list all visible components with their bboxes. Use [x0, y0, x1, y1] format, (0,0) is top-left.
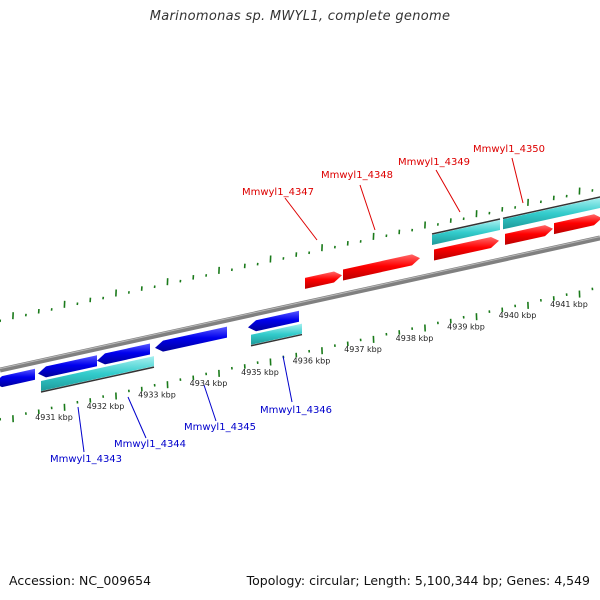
accession-text: Accession: NC_009654: [9, 573, 152, 588]
gene-label: Mmwyl1_4343: [50, 454, 122, 465]
forward-cds-arrow: [434, 237, 499, 261]
scale-labels: 4931 kbp 4932 kbp 4933 kbp 4934 kbp 4935 kbp…: [35, 300, 588, 422]
reverse-cds-arrow: [0, 368, 35, 388]
label-leader-line: [282, 355, 293, 403]
scale-label: 4931 kbp: [35, 413, 73, 422]
scale-label: 4936 kbp: [293, 356, 331, 365]
upper-tick-ring: [0, 187, 594, 323]
scale-label: 4934 kbp: [190, 379, 228, 388]
label-leader-line: [359, 184, 376, 231]
gene-label: Mmwyl1_4344: [114, 439, 186, 450]
gene-bar-edge: [250, 333, 303, 347]
gene-bar-edge: [40, 366, 155, 393]
gene-label: Mmwyl1_4346: [260, 405, 332, 416]
genome-summary-text: Topology: circular; Length: 5,100,344 bp…: [246, 573, 590, 588]
lower-tick-ring: [0, 287, 594, 423]
gene-label: Mmwyl1_4350: [473, 144, 545, 155]
scale-label: 4933 kbp: [138, 390, 176, 399]
label-leader-line: [127, 396, 147, 439]
scale-label: 4935 kbp: [241, 368, 279, 377]
gene-label: Mmwyl1_4347: [242, 187, 314, 198]
scale-label: 4938 kbp: [396, 334, 434, 343]
gene-bar: [41, 356, 154, 391]
reverse-cds-arrow: [38, 355, 97, 378]
scale-label: 4941 kbp: [550, 300, 588, 309]
genome-backbone-highlight: [0, 236, 600, 370]
forward-cds-arrow: [343, 254, 420, 281]
gene-bar: [432, 220, 500, 245]
scale-label: 4937 kbp: [344, 345, 382, 354]
feature-track: [0, 196, 600, 393]
reverse-cds-arrow: [155, 326, 227, 352]
label-leader-line: [511, 157, 524, 204]
forward-cds-arrow: [554, 214, 600, 235]
scale-label: 4940 kbp: [499, 311, 537, 320]
map-title: Marinomonas sp. MWYL1, complete genome: [149, 9, 451, 24]
gene-bar-edge: [431, 218, 501, 235]
scale-label: 4932 kbp: [87, 402, 125, 411]
reverse-cds-arrow: [97, 343, 150, 365]
forward-cds-arrow: [505, 225, 553, 245]
label-leader-line: [435, 169, 461, 213]
gene-label: Mmwyl1_4349: [398, 157, 470, 168]
scale-label: 4939 kbp: [447, 322, 485, 331]
label-leader-line: [284, 197, 318, 241]
reverse-cds-arrow: [248, 310, 299, 332]
gene-labels: Mmwyl1_4343 Mmwyl1_4344 Mmwyl1_4345 Mmwyl1_…: [50, 144, 545, 465]
forward-cds-arrow: [305, 271, 342, 289]
label-leader-line: [203, 384, 217, 422]
gene-label: Mmwyl1_4345: [184, 422, 256, 433]
gene-bar-edge: [502, 196, 600, 220]
label-leader-line: [77, 406, 85, 453]
gene-bar: [503, 198, 600, 230]
genome-backbone: [0, 235, 600, 373]
gene-bar: [251, 323, 302, 345]
gene-label: Mmwyl1_4348: [321, 170, 393, 181]
